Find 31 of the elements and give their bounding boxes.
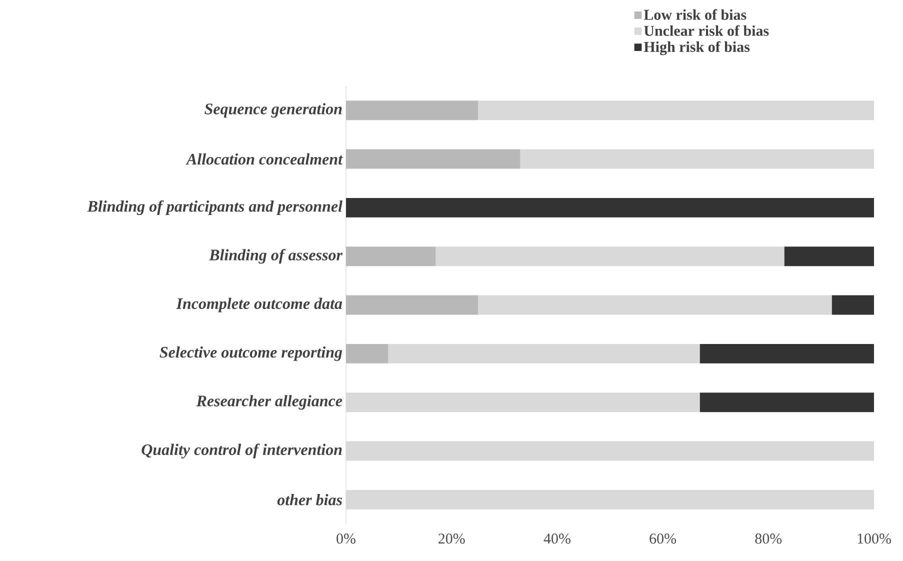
- x-tick-label: 0%: [336, 534, 356, 544]
- x-tick-label: 80%: [755, 534, 782, 544]
- x-tick-label: 60%: [650, 534, 676, 544]
- bar: [346, 490, 874, 510]
- bar: [436, 246, 784, 266]
- bar: [832, 295, 874, 315]
- y-tick-label: Blinding of participants and personnel: [87, 200, 342, 216]
- y-tick-label: Blinding of assessor: [208, 249, 343, 264]
- legend-label: Unclear risk of bias: [644, 25, 769, 36]
- y-tick-label: Quality control of intervention: [142, 444, 342, 458]
- y-tick-label: Sequence generation: [204, 103, 342, 118]
- bar: [520, 149, 874, 169]
- y-tick-label: Selective outcome reporting: [160, 346, 342, 361]
- bar: [478, 100, 874, 120]
- y-tick-label: Incomplete outcome data: [176, 298, 342, 312]
- y-tick-label: Allocation concealment: [186, 153, 343, 165]
- bar: [346, 198, 874, 218]
- legend-label: High risk of bias: [644, 41, 750, 56]
- x-tick-label: 100%: [858, 534, 891, 544]
- y-tick-label: other bias: [277, 494, 342, 506]
- bar: [478, 295, 832, 315]
- x-tick-label: 20%: [438, 534, 465, 544]
- bar: [346, 441, 874, 461]
- bar: [346, 392, 700, 412]
- bar: [700, 344, 874, 364]
- bar: [700, 392, 874, 412]
- legend-label: Low risk of bias: [644, 9, 746, 20]
- bar: [388, 344, 700, 364]
- bar: [784, 246, 874, 266]
- y-tick-label: Researcher allegiance: [196, 395, 342, 410]
- x-tick-label: 40%: [544, 534, 570, 544]
